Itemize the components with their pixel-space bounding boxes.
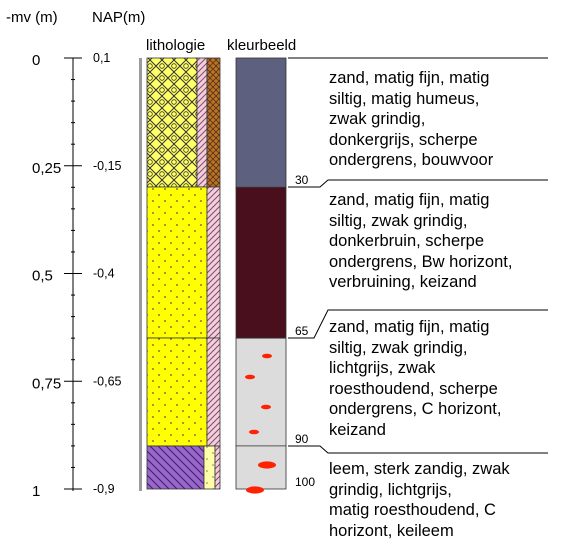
boundary-label-90: 90 [295,432,309,446]
mv-tick-label: 0,75 [32,375,61,392]
lithology-layer-2-gravel [206,186,221,339]
lithology-column [146,57,221,490]
nap-header: NAP(m) [92,9,145,26]
depth-axis-minor-ticks [64,57,82,490]
boundary-line-30 [288,179,548,188]
mv-header: -mv (m) [6,9,58,26]
mv-tick-label: 0,5 [32,268,53,285]
lithology-layer-1-humus [206,57,221,188]
rust-mottle [246,486,264,494]
mv-tick-label: 1 [32,483,40,500]
borehole-rod [139,58,142,491]
mv-tick-label: 0 [32,52,40,69]
rust-mottle [261,404,271,410]
boundary-label-65: 65 [295,324,309,338]
layer-description-1: zand, matig fijn, matig siltig, matig hu… [329,69,494,169]
layer-boundaries: 30 65 90 100 [288,57,548,489]
lithology-layer-4-gravel [214,445,221,490]
boundary-line-90 [288,445,548,454]
lithology-layer-4-sand [203,445,216,490]
nap-tick-label: -0,4 [93,267,115,281]
layer-description-2: zand, matig fijn, matig siltig, zwak gri… [329,191,513,291]
lithology-layer-2-sand [146,186,208,339]
layer-description-4: leem, sterk zandig, zwak grindig, lichtg… [329,460,510,540]
boundary-line-65 [288,309,548,339]
depth-axis-labels: 0 0,1 0,25 -0,15 0,5 -0,4 0,75 -0,65 1 -0,9 [32,51,122,500]
rust-mottle [258,461,276,469]
boundary-label-30: 30 [295,173,309,187]
mv-tick-label: 0,25 [32,160,61,177]
layer-description-3: zand, matig fijn, matig siltig, zwak gri… [329,318,502,439]
rust-mottle [245,374,255,380]
colour-layer-2 [235,186,287,339]
lithology-layer-1-gravel [196,57,208,188]
nap-tick-label: 0,1 [93,51,110,65]
colour-layer-1 [235,57,287,188]
colour-header: kleurbeeld [227,37,296,54]
nap-tick-label: -0,9 [93,482,115,496]
rust-mottles [245,353,276,494]
rust-mottle [262,353,272,359]
boundary-label-100: 100 [295,475,315,489]
nap-tick-label: -0,65 [93,374,122,388]
colour-layer-3 [235,337,287,447]
colour-column [235,57,287,490]
lithology-layer-4-loam [146,445,205,490]
lithology-layer-3-gravel [206,337,221,447]
lithology-layer-1-sand [146,57,198,188]
lithology-layer-3-sand [146,337,208,447]
nap-tick-label: -0,15 [93,159,122,173]
lithology-header: lithologie [146,37,205,54]
rust-mottle [249,429,259,435]
